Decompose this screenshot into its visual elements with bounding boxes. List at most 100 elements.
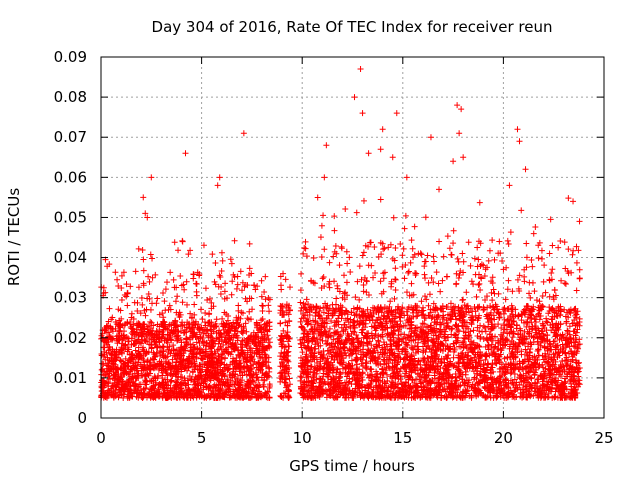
data-point bbox=[346, 254, 353, 261]
data-point bbox=[174, 293, 181, 300]
data-point bbox=[119, 364, 126, 371]
data-point bbox=[281, 349, 288, 356]
data-point bbox=[200, 378, 207, 385]
data-point bbox=[347, 268, 354, 275]
data-point bbox=[218, 338, 225, 345]
data-point bbox=[131, 328, 138, 335]
data-point bbox=[363, 289, 370, 296]
data-point bbox=[392, 265, 399, 272]
data-point bbox=[322, 300, 329, 307]
data-point bbox=[280, 311, 287, 318]
data-point bbox=[115, 351, 122, 358]
data-point bbox=[102, 356, 109, 363]
data-point bbox=[165, 389, 172, 396]
data-point bbox=[207, 373, 214, 380]
data-point bbox=[242, 341, 249, 348]
data-point bbox=[509, 288, 516, 295]
data-point bbox=[205, 334, 212, 341]
data-point bbox=[138, 294, 145, 301]
data-point bbox=[350, 305, 357, 312]
data-point bbox=[171, 365, 178, 372]
data-point bbox=[159, 334, 166, 341]
data-point bbox=[245, 385, 252, 392]
data-point bbox=[190, 344, 197, 351]
data-point bbox=[153, 300, 160, 307]
data-point bbox=[555, 244, 562, 251]
data-point bbox=[208, 299, 215, 306]
data-point bbox=[527, 294, 534, 301]
data-point bbox=[541, 262, 548, 269]
data-point bbox=[208, 344, 215, 351]
data-point bbox=[112, 269, 119, 276]
data-point bbox=[105, 347, 112, 354]
data-point bbox=[250, 379, 257, 386]
data-point bbox=[570, 247, 577, 254]
data-point bbox=[185, 381, 192, 388]
data-point bbox=[220, 370, 227, 377]
data-point bbox=[228, 348, 235, 355]
data-point bbox=[223, 320, 230, 327]
data-point bbox=[285, 348, 292, 355]
data-point bbox=[282, 390, 289, 397]
data-point bbox=[203, 368, 210, 375]
data-point bbox=[150, 365, 157, 372]
data-point bbox=[392, 276, 399, 283]
data-point bbox=[424, 252, 431, 259]
data-point bbox=[194, 375, 201, 382]
data-point bbox=[103, 322, 110, 329]
data-point bbox=[148, 385, 155, 392]
data-point bbox=[265, 342, 272, 349]
data-point bbox=[199, 316, 206, 323]
data-point bbox=[255, 377, 262, 384]
data-point bbox=[115, 283, 122, 290]
data-point bbox=[212, 370, 219, 377]
data-point bbox=[200, 386, 207, 393]
data-point bbox=[112, 318, 119, 325]
data-point bbox=[328, 317, 335, 324]
data-point bbox=[215, 283, 222, 290]
data-point bbox=[405, 269, 412, 276]
data-point bbox=[187, 394, 194, 401]
data-point bbox=[278, 349, 285, 356]
data-point bbox=[219, 257, 226, 264]
data-point bbox=[421, 320, 428, 327]
data-point bbox=[251, 282, 258, 289]
data-point bbox=[360, 249, 367, 256]
data-point bbox=[243, 371, 250, 378]
data-point bbox=[218, 249, 225, 256]
data-point bbox=[209, 338, 216, 345]
data-point bbox=[131, 299, 138, 306]
data-point bbox=[576, 218, 583, 225]
data-point bbox=[171, 322, 178, 329]
data-point bbox=[331, 213, 338, 220]
data-point bbox=[200, 342, 207, 349]
data-point bbox=[123, 293, 130, 300]
data-point bbox=[284, 322, 291, 329]
data-point bbox=[124, 302, 131, 309]
data-point bbox=[234, 281, 241, 288]
data-point bbox=[224, 329, 231, 336]
data-point bbox=[529, 263, 536, 270]
data-point bbox=[108, 382, 115, 389]
data-point bbox=[154, 372, 161, 379]
data-point bbox=[450, 240, 457, 247]
data-point bbox=[389, 255, 396, 262]
data-point bbox=[178, 344, 185, 351]
data-point bbox=[353, 209, 360, 216]
data-point bbox=[190, 271, 197, 278]
data-point bbox=[392, 276, 399, 283]
data-point bbox=[242, 320, 249, 327]
data-point bbox=[422, 293, 429, 300]
data-point bbox=[475, 343, 482, 350]
data-point bbox=[548, 316, 555, 323]
data-point bbox=[569, 251, 576, 258]
data-point bbox=[211, 371, 218, 378]
data-point bbox=[206, 310, 213, 317]
data-point bbox=[165, 364, 172, 371]
data-point bbox=[248, 365, 255, 372]
data-point bbox=[561, 280, 568, 287]
data-point bbox=[144, 295, 151, 302]
data-point bbox=[164, 326, 171, 333]
data-point bbox=[168, 328, 175, 335]
data-point bbox=[155, 366, 162, 373]
